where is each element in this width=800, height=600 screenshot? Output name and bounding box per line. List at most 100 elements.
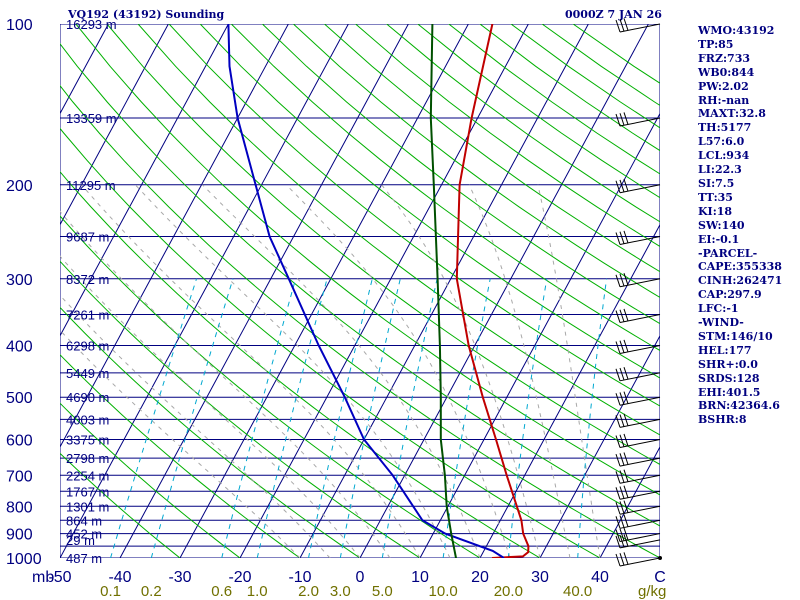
- height-label: 16293 m: [66, 17, 117, 32]
- mixing-ratio-line: [150, 278, 234, 558]
- wind-barb: [619, 340, 625, 353]
- wind-staff: [619, 396, 661, 406]
- wind-barb: [615, 310, 621, 323]
- wind-barb: [619, 273, 625, 287]
- stat-item: -WIND-: [698, 316, 744, 330]
- wind-barb: [615, 19, 621, 33]
- chart-series: [227, 24, 530, 558]
- wind-staff: [619, 505, 661, 515]
- isotherm-line: [299, 24, 589, 558]
- dewpoint-line: [227, 24, 505, 558]
- mixing-ratio-line: [507, 278, 548, 558]
- wind-barb: [623, 433, 629, 447]
- moist-adiabat-line: [60, 329, 301, 558]
- wind-barb: [615, 435, 621, 448]
- height-label: 1301 m: [66, 499, 109, 514]
- height-label: 4690 m: [66, 390, 109, 405]
- moist-adiabat-line: [81, 184, 421, 558]
- wind-barb: [619, 470, 625, 483]
- pressure-tick-label: 500: [6, 390, 33, 407]
- wind-barb: [623, 452, 629, 465]
- stat-item: BRN:42364.6: [698, 399, 780, 413]
- isotherm-line: [60, 24, 289, 448]
- dry-adiabat-line: [60, 171, 541, 558]
- wind-barb: [623, 230, 629, 244]
- wind-barb: [615, 393, 621, 406]
- mixing-ratio-line: [221, 278, 297, 558]
- mixing-ratio-label: 40.0: [563, 583, 592, 600]
- height-label: 864 m: [66, 513, 102, 528]
- wind-staff: [619, 474, 661, 484]
- mixing-ratio-label: 1.0: [247, 583, 268, 600]
- wind-barb: [615, 415, 621, 428]
- stat-item: TH:5177: [698, 121, 752, 135]
- wind-barb: [615, 232, 621, 245]
- pressure-tick-label: 300: [6, 272, 33, 289]
- mixing-ratio-label: 3.0: [330, 583, 351, 600]
- wind-barb: [619, 501, 625, 514]
- stat-item: CAP:297.9: [698, 288, 762, 302]
- wind-barb: [623, 500, 629, 513]
- wind-barb: [623, 178, 629, 192]
- wind-barb: [615, 180, 621, 193]
- isotherm-line: [539, 334, 660, 558]
- moist-adiabat-line: [60, 255, 361, 558]
- wind-barb: [623, 308, 629, 322]
- pressure-tick-label: 200: [6, 178, 33, 195]
- wind-barb: [619, 453, 625, 466]
- height-label: 452 m: [66, 527, 102, 542]
- height-label: 7261 m: [66, 308, 109, 323]
- moist-adiabat-line: [60, 294, 331, 558]
- wind-staff: [619, 457, 661, 467]
- stat-item: SW:140: [698, 218, 745, 232]
- wind-barb: [623, 391, 629, 404]
- mixing-ratio-label: 10.0: [429, 583, 458, 600]
- wind-barb: [619, 392, 625, 405]
- mixing-ratio-label: 0.6: [211, 583, 232, 600]
- stat-item: LFC:-1: [698, 302, 739, 316]
- wind-staff: [619, 557, 661, 567]
- wind-barb: [619, 309, 625, 322]
- pressure-tick-label: 900: [6, 527, 33, 544]
- height-label: 8372 m: [66, 272, 109, 287]
- dry-adiabat-line: [293, 24, 660, 298]
- wind-barb: [619, 231, 625, 244]
- dry-adiabat-line: [106, 24, 660, 466]
- wind-staff: [619, 117, 661, 127]
- pressure-tick-label: 100: [6, 17, 33, 34]
- isotherm-line: [119, 24, 409, 558]
- wind-staff: [619, 184, 661, 194]
- stat-item: HEL:177: [698, 343, 752, 357]
- height-label: 2254 m: [66, 468, 109, 483]
- wind-barb: [615, 535, 621, 549]
- stat-item: WB0:844: [698, 65, 755, 79]
- temperature-line: [455, 24, 530, 558]
- dry-adiabat-line: [262, 24, 660, 325]
- mixing-ratio-line: [577, 278, 608, 558]
- wind-staff: [619, 23, 661, 33]
- wind-barb: [619, 434, 625, 447]
- dry-adiabat-line: [60, 354, 301, 558]
- wind-barb: [615, 529, 621, 542]
- wind-barb: [615, 487, 621, 500]
- wind-barb: [623, 339, 629, 353]
- wind-barb: [623, 273, 629, 286]
- wind-staff: [619, 539, 661, 549]
- wind-barb: [619, 553, 625, 566]
- temperature-tick-label: 30: [531, 569, 549, 586]
- dry-adiabat-line: [324, 24, 660, 273]
- wind-staff: [619, 418, 661, 428]
- stat-item: TT:35: [698, 190, 733, 204]
- temperature-tick-label: -50: [48, 569, 71, 586]
- wind-barb: [615, 471, 621, 484]
- height-label: 5449 m: [66, 366, 109, 381]
- wind-barb: [619, 515, 625, 528]
- stat-item: KI:18: [698, 204, 733, 218]
- stat-item: MAXT:32.8: [698, 107, 766, 121]
- moist-adiabat-line: [285, 184, 511, 558]
- wind-staff: [619, 372, 661, 382]
- isotherm-line: [599, 445, 660, 558]
- pressure-tick-label: 700: [6, 468, 33, 485]
